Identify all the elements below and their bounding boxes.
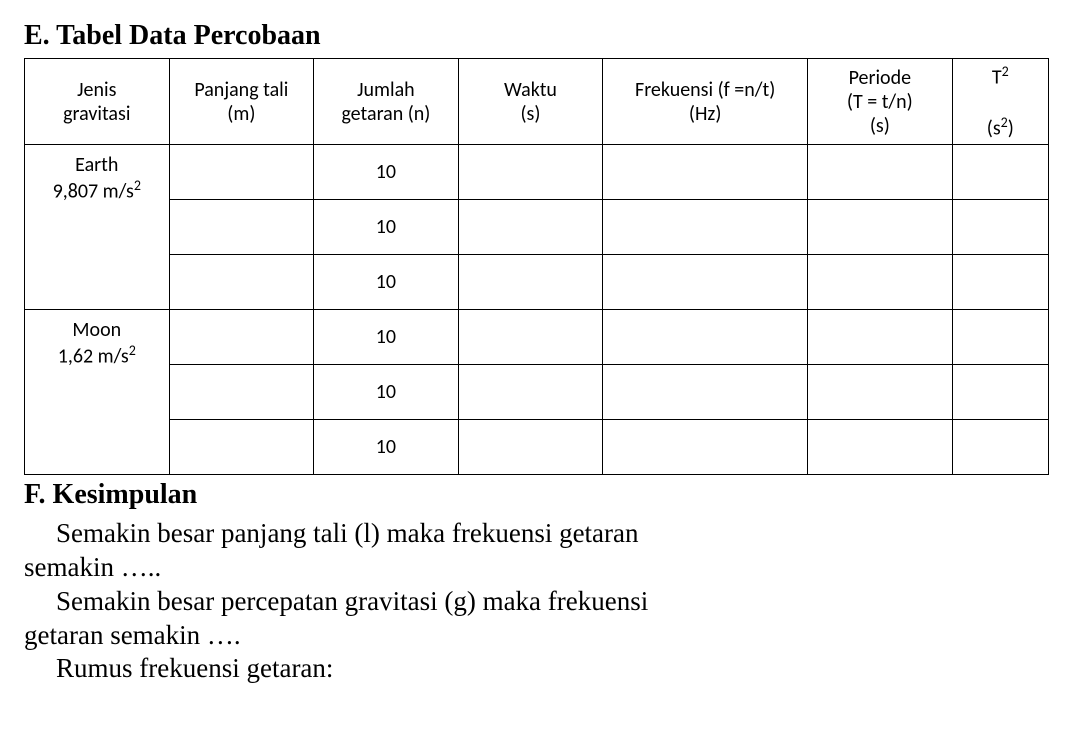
cell-frek [603, 420, 808, 475]
conclusion-line: Semakin besar panjang tali (l) maka frek… [24, 517, 1049, 551]
cell-frek [603, 255, 808, 310]
table-row: 10 [25, 420, 1049, 475]
conclusion-line: Rumus frekuensi getaran: [24, 652, 1049, 686]
cell-jenis-moon: Moon 1,62 m/s2 [25, 310, 170, 475]
cell-frek [603, 310, 808, 365]
header-text: Frekuensi (f =n/t) [635, 78, 775, 102]
cell-text: Moon [72, 318, 121, 342]
cell-waktu [458, 145, 603, 200]
header-text: T [992, 66, 1002, 90]
header-text: (Hz) [689, 102, 722, 126]
header-text: Waktu [504, 78, 557, 102]
cell-waktu [458, 420, 603, 475]
cell-frek [603, 365, 808, 420]
cell-sup: 2 [134, 177, 141, 194]
col-header-jenis: Jenis gravitasi [25, 59, 170, 145]
table-header-row: Jenis gravitasi Panjang tali (m) Jumlah … [25, 59, 1049, 145]
cell-panjang [169, 200, 314, 255]
header-text: Panjang tali [194, 78, 288, 102]
header-text: Jumlah [357, 78, 415, 102]
cell-jumlah: 10 [314, 255, 459, 310]
col-header-t2: T2 (s2) [952, 59, 1048, 145]
cell-periode [808, 200, 953, 255]
conclusion-line: Semakin besar percepatan gravitasi (g) m… [24, 585, 1049, 619]
cell-frek [603, 200, 808, 255]
cell-t2 [952, 200, 1048, 255]
cell-panjang [169, 365, 314, 420]
cell-periode [808, 145, 953, 200]
table-row: 10 [25, 255, 1049, 310]
data-table: Jenis gravitasi Panjang tali (m) Jumlah … [24, 58, 1049, 475]
conclusion-line: semakin ….. [24, 551, 1049, 585]
cell-panjang [169, 420, 314, 475]
cell-t2 [952, 420, 1048, 475]
col-header-panjang: Panjang tali (m) [169, 59, 314, 145]
col-header-waktu: Waktu (s) [458, 59, 603, 145]
cell-text: Earth [75, 153, 118, 177]
cell-panjang [169, 255, 314, 310]
cell-jumlah: 10 [314, 365, 459, 420]
cell-t2 [952, 310, 1048, 365]
col-header-frekuensi: Frekuensi (f =n/t) (Hz) [603, 59, 808, 145]
cell-periode [808, 420, 953, 475]
cell-jumlah: 10 [314, 420, 459, 475]
cell-t2 [952, 365, 1048, 420]
cell-waktu [458, 365, 603, 420]
cell-periode [808, 255, 953, 310]
cell-jumlah: 10 [314, 200, 459, 255]
header-text: (s) [870, 114, 890, 138]
cell-periode [808, 310, 953, 365]
cell-periode [808, 365, 953, 420]
header-sup: 2 [1002, 63, 1009, 80]
cell-frek [603, 145, 808, 200]
cell-jumlah: 10 [314, 145, 459, 200]
header-text: (s) [520, 102, 540, 126]
table-row: 10 [25, 365, 1049, 420]
cell-text: 1,62 m/s [58, 345, 129, 369]
header-text: Jenis [77, 78, 116, 102]
col-header-periode: Periode (T = t/n) (s) [808, 59, 953, 145]
cell-sup: 2 [129, 342, 136, 359]
cell-waktu [458, 310, 603, 365]
cell-text: 9,807 m/s [53, 180, 134, 204]
table-row: 10 [25, 200, 1049, 255]
section-e-heading: E. Tabel Data Percobaan [24, 20, 1049, 52]
header-text: (s [987, 116, 1001, 140]
conclusion-block: Semakin besar panjang tali (l) maka frek… [24, 517, 1049, 686]
conclusion-line: getaran semakin …. [24, 619, 1049, 653]
header-text: (T = t/n) [847, 90, 913, 114]
col-header-jumlah: Jumlah getaran (n) [314, 59, 459, 145]
table-row: Moon 1,62 m/s2 10 [25, 310, 1049, 365]
header-text: Periode [849, 66, 911, 90]
section-f-heading: F. Kesimpulan [24, 479, 1049, 511]
header-text: ) [1008, 116, 1014, 140]
cell-waktu [458, 200, 603, 255]
header-sup: 2 [1001, 114, 1008, 131]
cell-waktu [458, 255, 603, 310]
cell-panjang [169, 145, 314, 200]
table-row: Earth 9,807 m/s2 10 [25, 145, 1049, 200]
cell-jumlah: 10 [314, 310, 459, 365]
cell-jenis-earth: Earth 9,807 m/s2 [25, 145, 170, 310]
cell-panjang [169, 310, 314, 365]
cell-t2 [952, 145, 1048, 200]
header-text: gravitasi [63, 102, 130, 126]
header-text: getaran (n) [341, 102, 430, 126]
header-text: (m) [227, 102, 255, 126]
cell-t2 [952, 255, 1048, 310]
